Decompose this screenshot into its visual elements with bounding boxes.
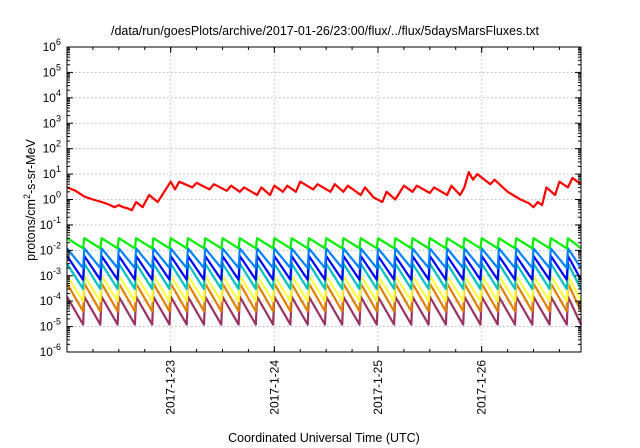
series-layer: [66, 171, 582, 326]
grid-lines: [67, 47, 581, 352]
y-tick-label: 10-1: [40, 215, 61, 232]
y-tick-label: 10-2: [40, 240, 61, 257]
x-tick-label: 2017-1-26: [475, 360, 489, 415]
y-tick-label: 104: [43, 88, 61, 105]
y-axis-label: protons/cm2-s-sr-MeV: [22, 138, 38, 260]
y-tick-labels: 10-6 10-5 10-4 10-3 10-2 10-1 100 101 102 103 104 1…: [40, 37, 61, 359]
y-tick-label: 102: [43, 139, 61, 156]
y-tick-label: 10-5: [40, 317, 61, 334]
x-tick-label: 2017-1-25: [371, 360, 385, 415]
y-axis-label-units: -s-sr-MeV: [24, 138, 38, 194]
y-tick-label: 105: [43, 62, 61, 79]
y-tick-label: 10-4: [40, 291, 61, 308]
y-axis-label-superscript: 2: [22, 194, 32, 199]
x-tick-label: 2017-1-24: [267, 360, 281, 415]
y-tick-label: 103: [43, 113, 61, 130]
series-line-2: [66, 237, 582, 250]
axis-ticks: [66, 46, 581, 353]
y-tick-label: 100: [43, 190, 61, 207]
series-line-3: [66, 247, 582, 270]
y-tick-label: 106: [43, 37, 61, 54]
x-axis-label: Coordinated Universal Time (UTC): [228, 431, 420, 445]
y-tick-label: 10-6: [40, 342, 61, 359]
y-tick-label: 10-3: [40, 266, 61, 283]
chart-title: /data/run/goesPlots/archive/2017-01-26/2…: [111, 24, 540, 38]
x-tick-labels: 2017-1-23 2017-1-24 2017-1-25 2017-1-26: [164, 360, 489, 415]
x-tick-label: 2017-1-23: [164, 360, 178, 415]
y-axis-label-main: protons/cm: [24, 199, 38, 261]
series-line-1: [66, 171, 582, 212]
y-tick-label: 101: [43, 164, 61, 181]
